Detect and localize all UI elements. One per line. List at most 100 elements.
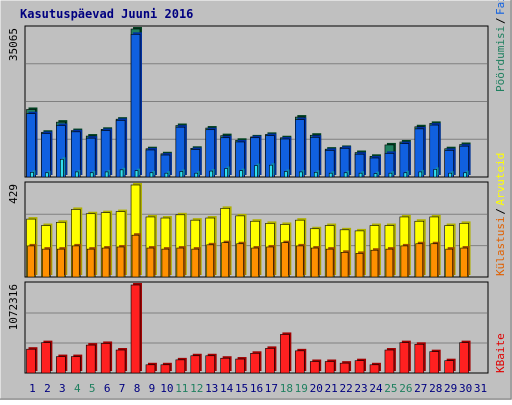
pages-bar-day-3 — [60, 157, 66, 178]
day-label-20: 20 — [310, 382, 323, 395]
day-label-8: 8 — [134, 382, 141, 395]
pages-bar-day-13 — [209, 169, 215, 178]
sites-bar-day-4 — [72, 243, 82, 278]
hits-panel-max-label: 35065 — [7, 28, 20, 61]
day-label-29: 29 — [444, 382, 457, 395]
day-label-16: 16 — [250, 382, 263, 395]
sites-bar-day-2 — [42, 247, 52, 278]
kbytes-bar-day-19 — [295, 348, 307, 374]
kbytes-bar-day-2 — [41, 340, 53, 374]
chart-title: Kasutuspäevad Juuni 2016 — [20, 7, 193, 21]
pages-bar-day-1 — [30, 170, 36, 178]
kbytes-bar-day-17 — [265, 346, 277, 374]
day-label-23: 23 — [354, 382, 367, 395]
hits-panel-legend-1: Faile — [494, 0, 507, 15]
sites-bar-day-24 — [370, 248, 380, 278]
sites-bar-day-9 — [146, 246, 156, 278]
pages-bar-day-27 — [418, 169, 424, 178]
sites-bar-day-19 — [296, 243, 306, 278]
day-label-25: 25 — [384, 382, 397, 395]
kbytes-bar-day-14 — [220, 356, 232, 374]
kbytes-bar-day-23 — [354, 358, 367, 374]
kbytes-bar-day-16 — [250, 351, 262, 374]
pages-bar-day-20 — [313, 170, 320, 178]
kbytes-bar-day-20 — [309, 359, 322, 374]
kbytes-bar-day-24 — [369, 362, 381, 374]
sites-bar-day-1 — [27, 243, 37, 278]
day-label-27: 27 — [414, 382, 427, 395]
pages-bar-day-9 — [149, 170, 155, 178]
kbytes-bar-day-3 — [56, 354, 68, 374]
pages-bar-day-21 — [328, 171, 335, 178]
day-label-3: 3 — [59, 382, 66, 395]
files-bar-day-11 — [175, 125, 187, 178]
files-bar-day-20 — [309, 135, 322, 178]
kbytes-bar-day-15 — [235, 357, 247, 374]
files-bar-day-13 — [205, 127, 217, 178]
sites-bar-day-21 — [325, 247, 336, 278]
kbytes-bar-day-13 — [205, 353, 217, 374]
pages-bar-day-30 — [463, 170, 469, 178]
sites-bar-day-25 — [385, 247, 395, 278]
pages-bar-day-23 — [358, 171, 365, 178]
sites-bar-day-18 — [281, 240, 291, 278]
day-label-6: 6 — [104, 382, 111, 395]
files-bar-day-8 — [130, 32, 142, 178]
kbytes-bar-day-30 — [459, 340, 471, 374]
bar-marks — [26, 27, 471, 374]
kbytes-bar-day-8 — [130, 283, 142, 374]
sites-bar-day-26 — [400, 243, 410, 278]
sites-bar-day-3 — [57, 247, 67, 278]
kbytes-panel-legend-0: KBaite — [494, 333, 507, 373]
pages-bar-day-26 — [403, 170, 409, 178]
files-bar-day-2 — [41, 131, 53, 178]
kbytes-bar-day-9 — [145, 362, 157, 374]
day-label-7: 7 — [119, 382, 126, 395]
sites-bar-day-8 — [131, 233, 141, 278]
pages-bar-day-7 — [119, 167, 126, 178]
sites-bar-day-28 — [430, 241, 440, 278]
kbytes-bar-day-21 — [324, 359, 337, 374]
sites-bar-day-6 — [101, 246, 112, 278]
pages-bar-day-29 — [448, 171, 454, 178]
kbytes-bar-day-28 — [429, 349, 441, 374]
pages-bar-day-16 — [254, 163, 260, 178]
files-bar-day-21 — [324, 148, 337, 178]
files-bar-day-28 — [429, 123, 441, 178]
sites-bar-day-10 — [161, 247, 171, 278]
sites-bar-day-17 — [266, 244, 276, 278]
files-bar-day-4 — [71, 129, 83, 178]
pages-bar-day-15 — [239, 168, 245, 178]
files-bar-day-12 — [190, 147, 202, 178]
kbytes-bar-day-25 — [384, 348, 396, 374]
kbytes-panel-max-label: 1072316 — [7, 284, 20, 330]
day-label-31: 31 — [474, 382, 487, 395]
day-label-15: 15 — [235, 382, 248, 395]
day-label-9: 9 — [149, 382, 156, 395]
day-label-21: 21 — [325, 382, 338, 395]
files-bar-day-6 — [100, 128, 113, 178]
pages-bar-day-5 — [89, 170, 96, 178]
files-bar-day-18 — [280, 137, 292, 178]
files-bar-day-5 — [85, 136, 98, 178]
files-bar-day-7 — [115, 118, 128, 178]
kbytes-bar-day-22 — [339, 361, 352, 374]
pages-bar-day-19 — [299, 169, 305, 178]
pages-bar-day-22 — [343, 170, 350, 178]
day-label-24: 24 — [369, 382, 383, 395]
pages-bar-day-12 — [194, 171, 200, 178]
visits-panel-max-label: 429 — [7, 184, 20, 204]
sites-bar-day-5 — [86, 247, 97, 278]
sites-bar-day-7 — [116, 244, 127, 278]
day-label-1: 1 — [29, 382, 36, 395]
day-label-12: 12 — [190, 382, 203, 395]
hits-panel-legend-sep-0: / — [494, 17, 507, 24]
sites-bar-day-20 — [310, 246, 321, 278]
pages-bar-day-2 — [45, 170, 51, 178]
day-label-22: 22 — [339, 382, 352, 395]
pages-bar-day-6 — [104, 169, 111, 178]
